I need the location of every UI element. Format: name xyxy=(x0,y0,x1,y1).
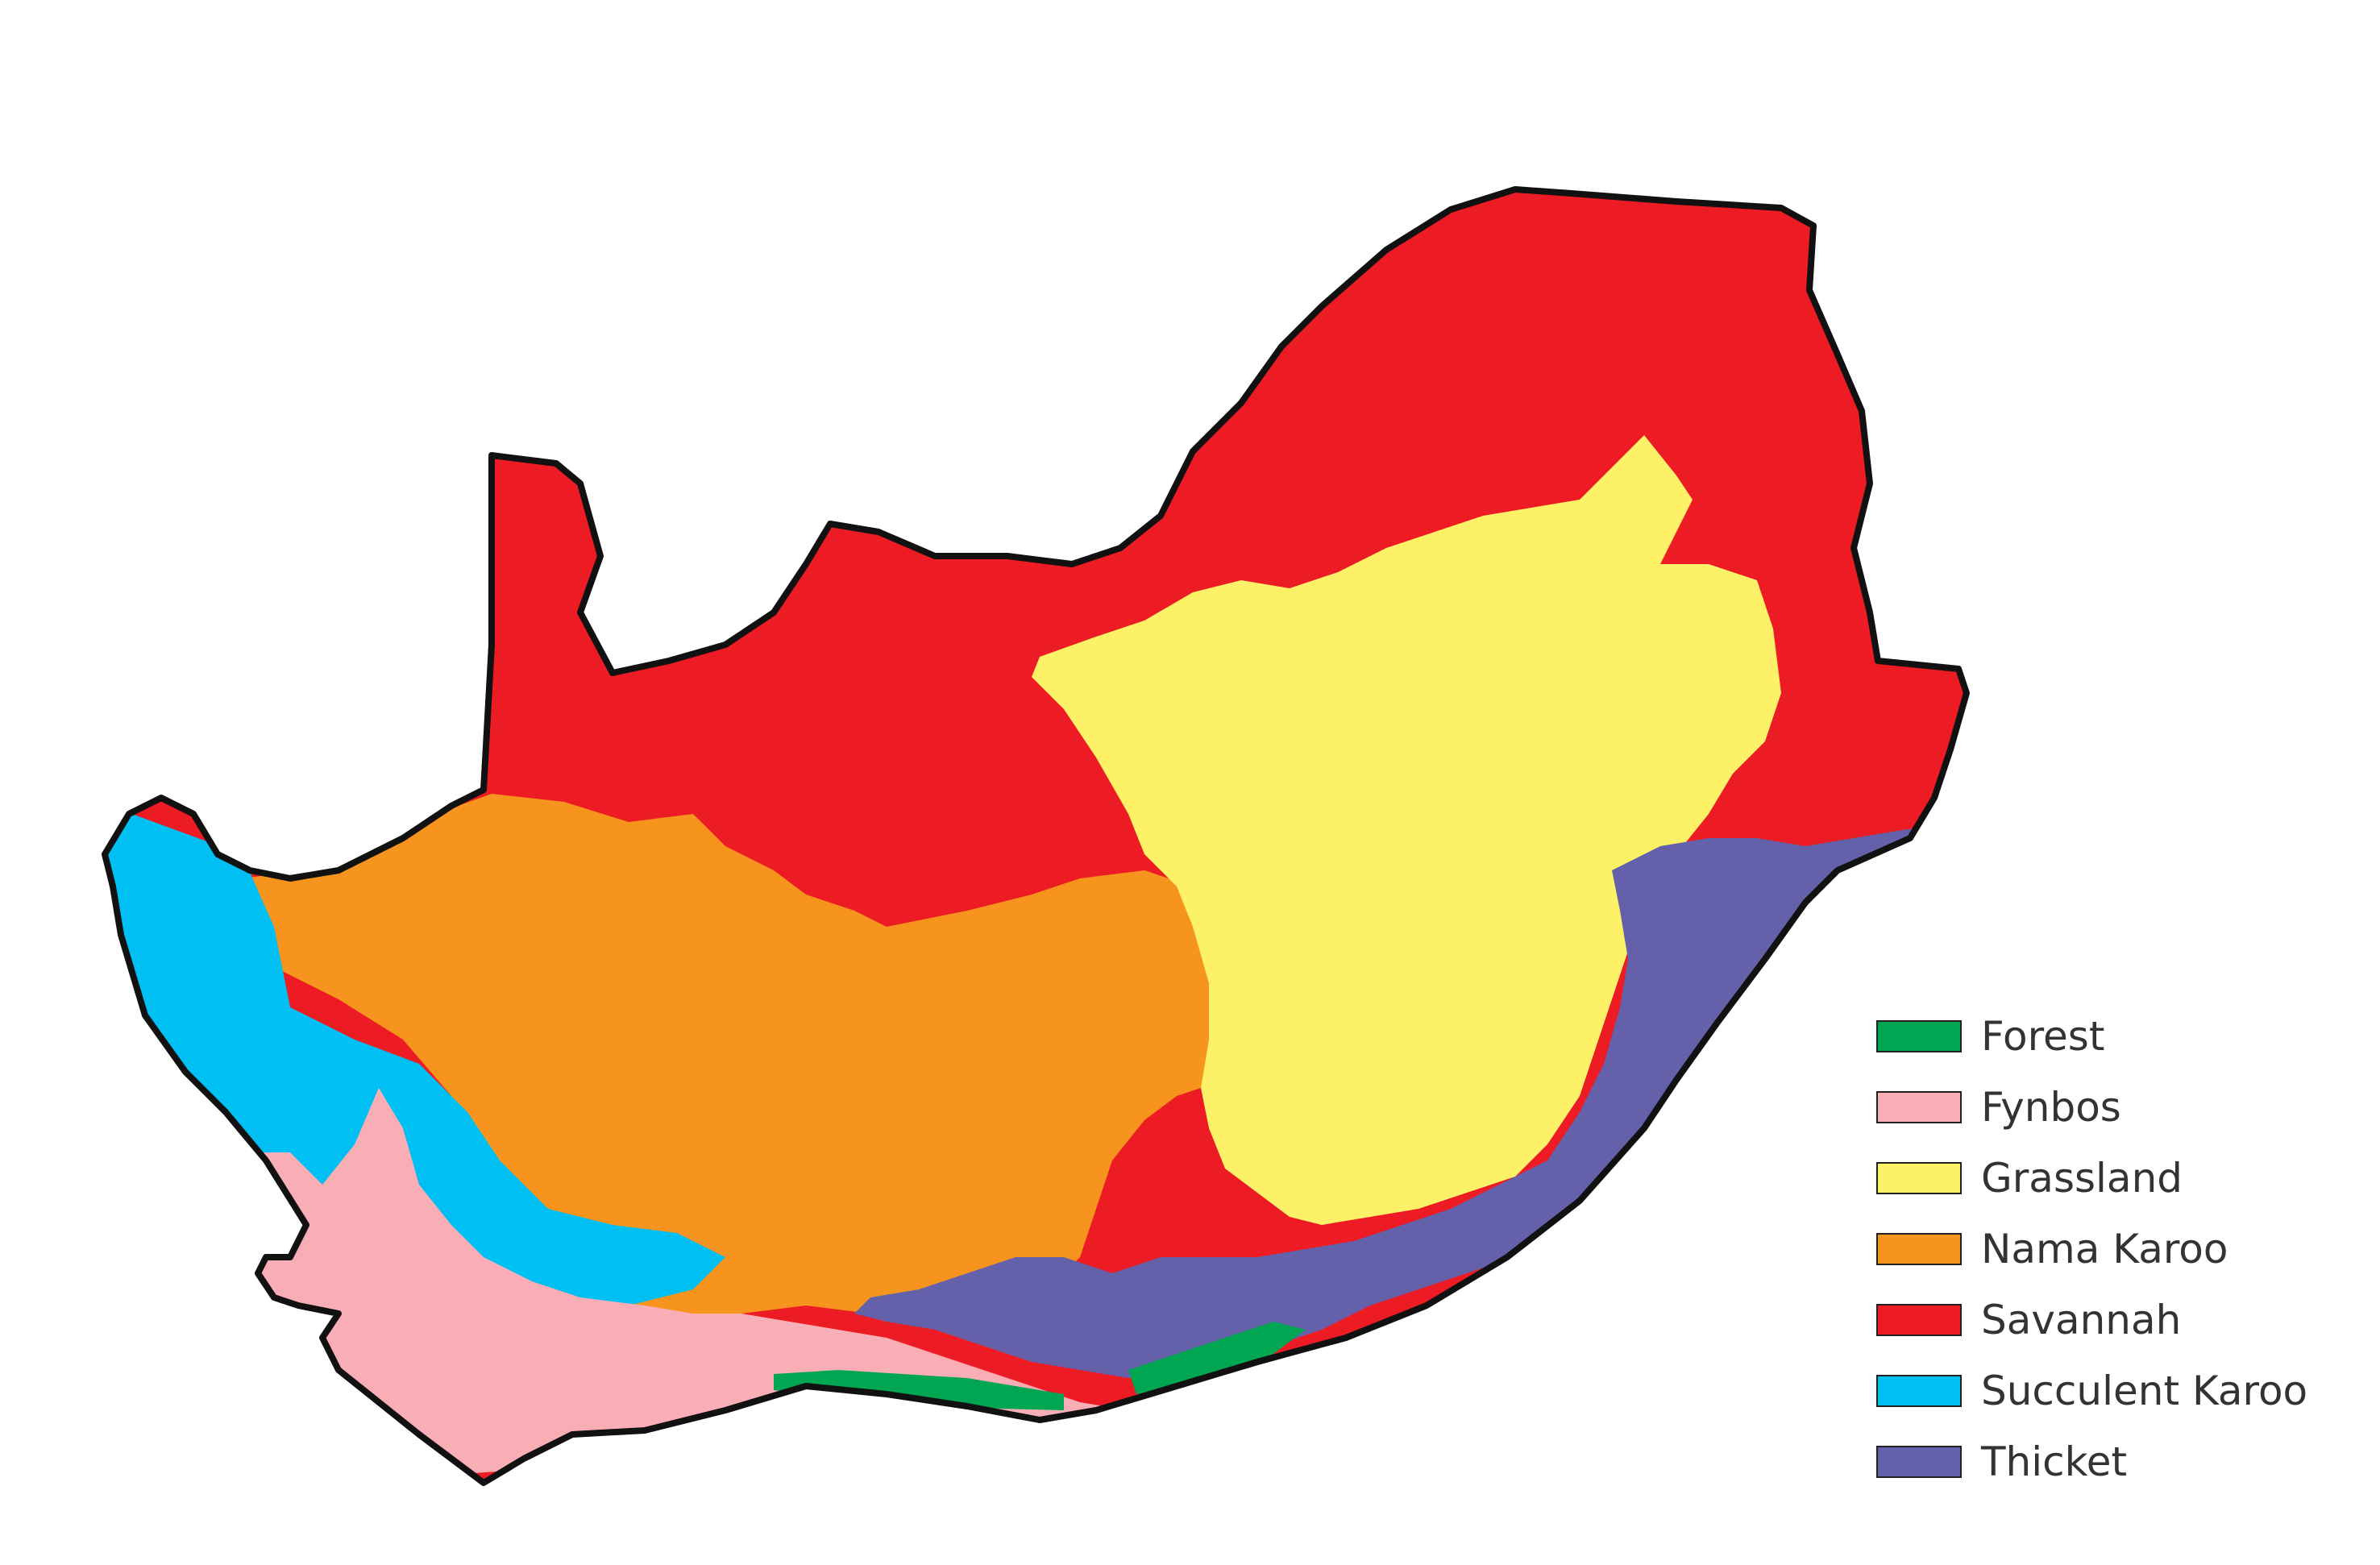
legend-swatch-succulent-karoo xyxy=(1876,1375,1962,1407)
legend-swatch-forest xyxy=(1876,1020,1962,1052)
legend-swatch-savannah xyxy=(1876,1304,1962,1336)
thicket-region xyxy=(854,822,1967,1378)
forest-region xyxy=(1128,1322,1306,1394)
legend-item-forest: Forest xyxy=(1876,1011,2104,1061)
legend-label-savannah: Savannah xyxy=(1981,1297,2182,1343)
legend-label-grassland: Grassland xyxy=(1981,1155,2183,1202)
legend-item-nama-karoo: Nama Karoo xyxy=(1876,1224,2228,1274)
legend-item-fynbos: Fynbos xyxy=(1876,1082,2121,1132)
legend-label-nama-karoo: Nama Karoo xyxy=(1981,1226,2228,1272)
legend-swatch-grassland xyxy=(1876,1162,1962,1194)
legend-item-thicket: Thicket xyxy=(1876,1437,2127,1487)
legend-swatch-nama-karoo xyxy=(1876,1233,1962,1265)
grassland-region xyxy=(1032,435,1781,1225)
country-outline xyxy=(102,186,1970,1486)
legend-item-succulent-karoo: Succulent Karoo xyxy=(1876,1366,2307,1416)
legend-label-forest: Forest xyxy=(1981,1013,2105,1060)
legend-item-savannah: Savannah xyxy=(1876,1295,2181,1345)
nama-karoo-region xyxy=(226,794,1257,1322)
forest-region xyxy=(774,1370,1064,1410)
succulent-karoo-region xyxy=(105,766,725,1338)
legend-item-grassland: Grassland xyxy=(1876,1153,2183,1203)
legend-swatch-fynbos xyxy=(1876,1091,1962,1123)
legend-label-succulent-karoo: Succulent Karoo xyxy=(1981,1368,2308,1414)
legend-label-thicket: Thicket xyxy=(1981,1438,2128,1485)
legend-label-fynbos: Fynbos xyxy=(1981,1084,2121,1131)
legend-swatch-thicket xyxy=(1876,1446,1962,1478)
